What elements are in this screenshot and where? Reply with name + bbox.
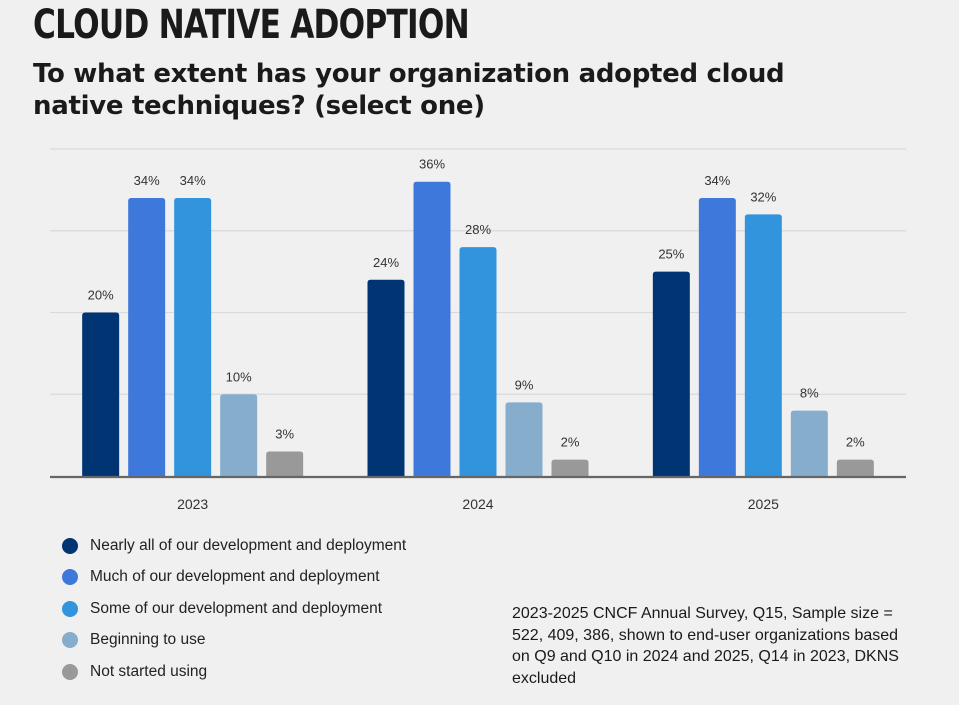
x-tick-label: 2024: [462, 496, 493, 512]
legend-label: Nearly all of our development and deploy…: [90, 536, 407, 554]
bar: [652, 271, 690, 476]
data-label: 3%: [275, 426, 294, 441]
bar: [367, 279, 405, 476]
legend-swatch: [62, 600, 78, 617]
bar: [744, 214, 782, 476]
bar: [220, 394, 258, 476]
bar: [505, 402, 543, 476]
legend-label: Not started using: [90, 662, 208, 680]
bar: [698, 198, 736, 477]
legend-item: Not started using: [62, 656, 406, 688]
legend: Nearly all of our development and deploy…: [62, 530, 406, 688]
legend-label: Beginning to use: [90, 631, 206, 649]
data-label: 25%: [658, 247, 684, 262]
legend-item: Beginning to use: [62, 625, 406, 657]
bar: [174, 198, 212, 477]
data-label: 2%: [846, 435, 865, 450]
data-label: 2%: [561, 435, 580, 450]
data-label: 8%: [800, 386, 819, 401]
bar: [413, 181, 451, 476]
data-label: 20%: [88, 288, 114, 303]
data-label: 28%: [465, 222, 491, 237]
data-label: 9%: [515, 377, 534, 392]
bar: [82, 312, 120, 476]
bar: [836, 459, 874, 476]
data-label: 34%: [134, 173, 160, 188]
legend-item: Much of our development and deployment: [62, 562, 406, 594]
legend-swatch: [62, 663, 78, 680]
data-label: 36%: [419, 157, 445, 172]
legend-swatch: [62, 569, 78, 586]
x-tick-label: 2023: [177, 496, 208, 512]
data-label: 24%: [373, 255, 399, 270]
chart-subtitle: To what extent has your organization ado…: [33, 59, 785, 121]
data-label: 10%: [226, 369, 252, 384]
data-label: 34%: [704, 173, 730, 188]
bar: [459, 247, 497, 476]
x-tick-label: 2025: [748, 496, 779, 512]
bar: [790, 410, 828, 476]
legend-item: Some of our development and deployment: [62, 593, 406, 625]
bar: [551, 459, 589, 476]
legend-label: Much of our development and deployment: [90, 568, 380, 586]
legend-label: Some of our development and deployment: [90, 599, 383, 617]
bar: [128, 198, 166, 477]
page-title: CLOUD NATIVE ADOPTION: [33, 2, 470, 48]
bar: [266, 451, 304, 476]
legend-swatch: [62, 632, 78, 649]
legend-item: Nearly all of our development and deploy…: [62, 530, 406, 562]
legend-swatch: [62, 537, 78, 554]
source-note: 2023-2025 CNCF Annual Survey, Q15, Sampl…: [512, 605, 899, 687]
data-label: 34%: [180, 173, 206, 188]
data-label: 32%: [750, 189, 776, 204]
